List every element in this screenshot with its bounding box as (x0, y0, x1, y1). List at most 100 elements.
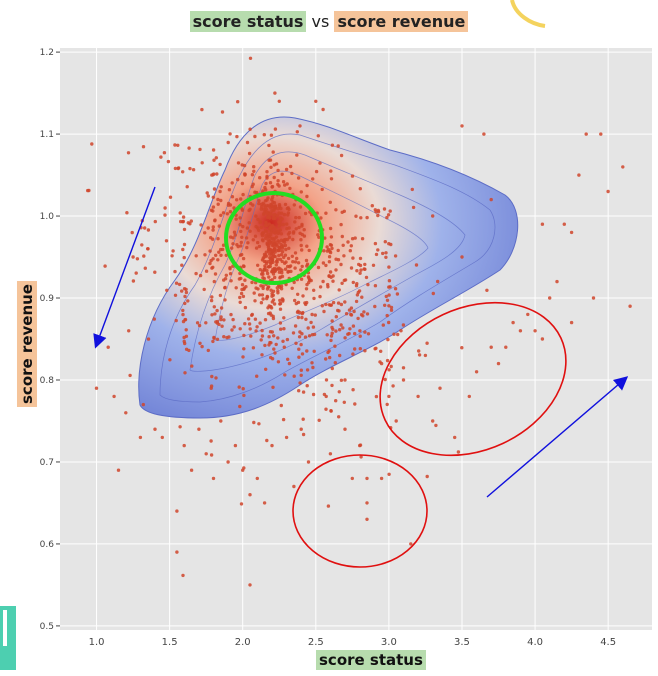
scatter-point (219, 419, 223, 423)
scatter-point (146, 337, 151, 341)
scatter-point (305, 244, 309, 248)
scatter-point (182, 335, 186, 340)
scatter-point (350, 476, 354, 481)
scatter-point (208, 261, 212, 266)
scatter-point (290, 171, 294, 176)
scatter-point (351, 256, 355, 260)
scatter-point (245, 245, 249, 250)
scatter-point (214, 156, 218, 160)
scatter-point (297, 347, 301, 351)
scatter-point (234, 286, 238, 290)
scatter-point (234, 217, 238, 221)
scatter-point (272, 242, 276, 246)
scatter-point (358, 347, 362, 351)
scatter-point (276, 179, 280, 183)
scatter-point (215, 308, 219, 313)
scatter-point (238, 223, 242, 227)
scatter-point (393, 287, 398, 291)
scatter-point (283, 202, 288, 207)
scatter-point (489, 197, 493, 202)
scatter-point (307, 334, 312, 338)
scatter-point (273, 231, 277, 235)
scatter-point (474, 370, 479, 374)
scatter-point (265, 170, 269, 174)
scatter-point (213, 312, 217, 316)
scatter-point (282, 345, 286, 349)
scatter-point (540, 222, 545, 226)
scatter-point (351, 324, 356, 328)
scatter-point (299, 190, 303, 194)
scatter-point (431, 291, 435, 296)
scatter-point (258, 268, 262, 272)
scatter-point (211, 476, 216, 481)
scatter-point (342, 400, 346, 404)
scatter-point (294, 341, 298, 345)
scatter-point (181, 220, 185, 224)
scatter-point (181, 170, 185, 174)
scatter-point (264, 188, 268, 192)
scatter-point (257, 293, 262, 297)
scatter-point (339, 323, 343, 327)
scatter-point (94, 386, 99, 390)
scatter-point (278, 219, 282, 224)
scatter-point (228, 203, 233, 207)
scatter-point (282, 240, 287, 244)
scatter-point (164, 239, 169, 243)
scatter-point (358, 329, 362, 333)
scatter-point (271, 385, 275, 389)
scatter-point (231, 317, 235, 322)
scatter-point (343, 378, 347, 382)
side-tab[interactable] (0, 606, 16, 670)
scatter-point (251, 238, 255, 242)
scatter-point (353, 402, 357, 406)
scatter-point (265, 198, 269, 202)
scatter-point (291, 260, 295, 264)
scatter-point (599, 132, 603, 136)
scatter-point (310, 312, 314, 317)
scatter-point (222, 318, 226, 322)
scatter-point (225, 212, 229, 216)
y-tick-label: 1.1 (40, 130, 54, 140)
scatter-point (363, 330, 367, 334)
scatter-point (103, 264, 107, 268)
scatter-point (240, 235, 244, 239)
scatter-point (86, 188, 90, 193)
scatter-point (228, 132, 232, 136)
scatter-point (321, 107, 325, 112)
scatter-point (284, 167, 289, 172)
scatter-point (278, 307, 283, 311)
scatter-point (324, 263, 328, 268)
scatter-point (394, 419, 398, 423)
scatter-point (259, 301, 264, 305)
scatter-point (246, 317, 251, 321)
scatter-point (263, 318, 268, 322)
scatter-point (569, 320, 574, 325)
scatter-point (460, 124, 464, 128)
scatter-point (365, 215, 369, 220)
scatter-point (257, 244, 262, 249)
scatter-point (267, 335, 271, 339)
scatter-point (238, 216, 242, 220)
scatter-point (322, 249, 326, 253)
scatter-point (210, 374, 214, 379)
scatter-point (281, 299, 285, 303)
scatter-point (184, 287, 188, 292)
scatter-point (385, 313, 389, 318)
scatter-point (219, 306, 224, 310)
scatter-point (300, 315, 304, 320)
scatter-point (242, 287, 246, 291)
scatter-point (321, 279, 325, 284)
scatter-point (277, 184, 281, 188)
scatter-point (281, 222, 286, 227)
scatter-point (153, 270, 157, 274)
density-contour (214, 170, 429, 341)
scatter-point (248, 127, 252, 131)
scatter-point (336, 144, 340, 148)
scatter-point (296, 292, 300, 296)
scatter-point (365, 312, 370, 316)
scatter-point (569, 230, 574, 235)
scatter-point (248, 327, 252, 331)
scatter-point (271, 298, 276, 302)
scatter-point (388, 209, 392, 213)
scatter-point (388, 285, 392, 289)
